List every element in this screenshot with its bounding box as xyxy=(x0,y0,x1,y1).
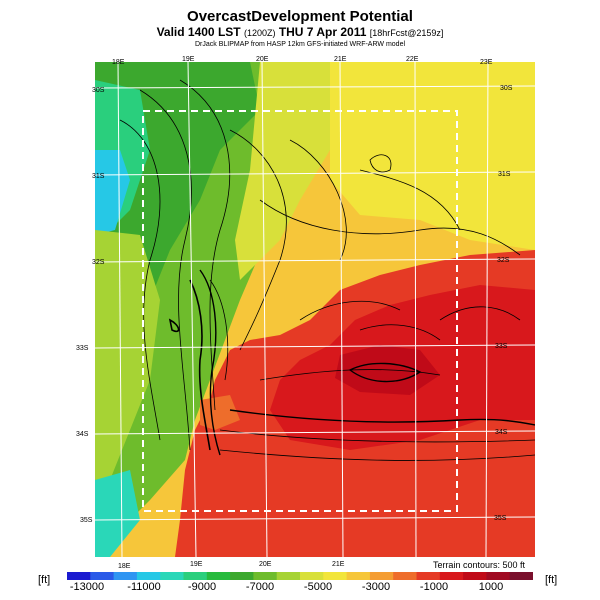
color-scale-label: -1000 xyxy=(419,581,449,593)
color-scale-swatch xyxy=(90,572,115,580)
right-lat-label: 30S xyxy=(500,85,513,92)
color-scale-swatch xyxy=(369,572,394,580)
color-scale-swatch xyxy=(486,572,511,580)
color-scale-swatch xyxy=(206,572,231,580)
left-lat-labels: 30S 31S 32S 33S 34S 35S xyxy=(76,87,105,524)
color-scale-label: -11000 xyxy=(127,581,161,593)
left-lat-label: 32S xyxy=(92,259,105,266)
color-scale-swatch xyxy=(136,572,161,580)
bottom-lon-labels: 18E 19E 20E 21E xyxy=(118,561,345,570)
color-scale-label: 1000 xyxy=(478,581,504,593)
bottom-lon-label: 18E xyxy=(118,563,131,570)
color-scale-swatch xyxy=(346,572,371,580)
left-lat-label: 34S xyxy=(76,431,89,438)
color-scale-swatch xyxy=(160,572,184,580)
inner-domain-box xyxy=(142,110,458,512)
field-teal-sw xyxy=(95,470,140,557)
color-scale-label: -7000 xyxy=(245,581,275,593)
field-cyan-west xyxy=(95,150,130,235)
field-layer xyxy=(95,62,535,557)
field-lightgreen-west xyxy=(95,230,160,490)
legend-unit-left: [ft] xyxy=(38,574,51,586)
color-scale-swatch xyxy=(183,572,208,580)
terrain-contours xyxy=(119,79,535,461)
color-scale-swatch xyxy=(276,572,301,580)
top-lon-label: 18E xyxy=(112,59,125,66)
top-lon-label: 22E xyxy=(406,56,419,63)
bottom-lon-label: 19E xyxy=(190,561,203,568)
color-scale-bar xyxy=(67,572,533,580)
right-lat-labels: 30S 31S 32S 33S 34S 35S xyxy=(494,85,513,522)
left-lat-label: 30S xyxy=(92,87,105,94)
color-scale-swatch xyxy=(323,572,348,580)
color-scale-swatch xyxy=(67,572,91,580)
color-scale-label: -3000 xyxy=(361,581,391,593)
legend-unit-right: [ft] xyxy=(545,574,558,586)
left-lat-label: 33S xyxy=(76,345,89,352)
color-scale-swatch xyxy=(113,572,138,580)
color-scale-swatch xyxy=(509,572,533,580)
color-scale-swatch xyxy=(439,572,464,580)
credits-line: DrJack BLIPMAP from HASP 12km GFS-initia… xyxy=(194,41,406,48)
color-scale-label: -9000 xyxy=(187,581,217,593)
left-lat-label: 35S xyxy=(80,517,93,524)
color-scale-swatch xyxy=(416,572,441,580)
color-scale-swatch xyxy=(300,572,324,580)
field-yellow-ne xyxy=(330,62,535,250)
color-scale-swatch xyxy=(463,572,487,580)
top-lon-label: 19E xyxy=(182,56,195,63)
valid-main: Valid 1400 LST xyxy=(156,25,241,39)
terrain-contour-note: Terrain contours: 500 ft xyxy=(432,560,525,570)
top-lon-label: 21E xyxy=(334,56,347,63)
top-lon-labels: 18E 19E 20E 21E 22E 23E xyxy=(112,56,493,66)
right-lat-label: 35S xyxy=(494,515,507,522)
bottom-lon-label: 20E xyxy=(259,561,272,568)
top-lon-label: 20E xyxy=(256,56,269,63)
valid-forecast: [18hrFcst@2159z] xyxy=(369,28,444,38)
color-scale-swatch xyxy=(393,572,417,580)
map-title: OvercastDevelopment Potential xyxy=(187,8,413,25)
right-lat-label: 32S xyxy=(497,257,510,264)
color-scale-label: -5000 xyxy=(303,581,333,593)
right-lat-label: 31S xyxy=(498,171,511,178)
valid-date: THU 7 Apr 2011 xyxy=(278,25,367,39)
color-scale-swatch xyxy=(230,572,254,580)
color-scale-label: -13000 xyxy=(69,581,105,593)
valid-time-line: Valid 1400 LST (1200Z) THU 7 Apr 2011 [1… xyxy=(0,25,600,39)
color-scale-swatch xyxy=(253,572,278,580)
right-lat-label: 33S xyxy=(495,343,508,350)
top-lon-label: 23E xyxy=(480,59,493,66)
bottom-lon-label: 21E xyxy=(332,561,345,568)
graticule xyxy=(95,62,535,557)
field-yellow-band xyxy=(235,62,330,280)
right-lat-label: 34S xyxy=(495,429,508,436)
left-lat-label: 31S xyxy=(92,173,105,180)
valid-code: (1200Z) xyxy=(243,28,276,38)
